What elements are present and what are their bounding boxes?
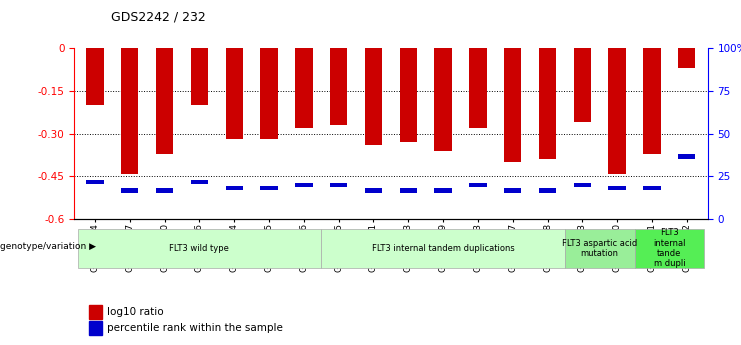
- Bar: [156, 48, 173, 154]
- FancyBboxPatch shape: [634, 229, 704, 268]
- Bar: [295, 183, 313, 187]
- Bar: [539, 188, 556, 193]
- Bar: [504, 188, 522, 193]
- Bar: [156, 188, 173, 193]
- FancyBboxPatch shape: [78, 229, 322, 268]
- Bar: [434, 48, 452, 151]
- Bar: [678, 154, 696, 159]
- Bar: [469, 48, 487, 128]
- Bar: [121, 48, 139, 174]
- Bar: [608, 186, 626, 190]
- Bar: [260, 186, 278, 190]
- Bar: [574, 183, 591, 187]
- Text: FLT3
internal
tande
m dupli: FLT3 internal tande m dupli: [653, 228, 685, 268]
- FancyBboxPatch shape: [322, 229, 565, 268]
- Bar: [574, 48, 591, 122]
- FancyBboxPatch shape: [565, 229, 634, 268]
- Bar: [190, 180, 208, 184]
- Bar: [330, 48, 348, 125]
- Bar: [469, 183, 487, 187]
- Bar: [225, 48, 243, 139]
- Bar: [121, 188, 139, 193]
- Bar: [365, 48, 382, 145]
- Text: FLT3 internal tandem duplications: FLT3 internal tandem duplications: [372, 244, 514, 253]
- Bar: [678, 48, 696, 68]
- Text: percentile rank within the sample: percentile rank within the sample: [107, 323, 283, 333]
- Bar: [89, 321, 102, 335]
- Bar: [504, 48, 522, 162]
- Text: GDS2242 / 232: GDS2242 / 232: [111, 10, 206, 23]
- Text: genotype/variation ▶: genotype/variation ▶: [0, 242, 96, 251]
- Bar: [399, 188, 417, 193]
- Bar: [86, 180, 104, 184]
- Bar: [260, 48, 278, 139]
- Bar: [399, 48, 417, 142]
- Text: log10 ratio: log10 ratio: [107, 307, 164, 317]
- Bar: [89, 305, 102, 319]
- Bar: [190, 48, 208, 105]
- Bar: [643, 48, 661, 154]
- Bar: [434, 188, 452, 193]
- Bar: [643, 186, 661, 190]
- Bar: [330, 183, 348, 187]
- Text: FLT3 aspartic acid
mutation: FLT3 aspartic acid mutation: [562, 239, 637, 258]
- Bar: [225, 186, 243, 190]
- Bar: [608, 48, 626, 174]
- Bar: [295, 48, 313, 128]
- Text: FLT3 wild type: FLT3 wild type: [170, 244, 230, 253]
- Bar: [365, 188, 382, 193]
- Bar: [86, 48, 104, 105]
- Bar: [539, 48, 556, 159]
